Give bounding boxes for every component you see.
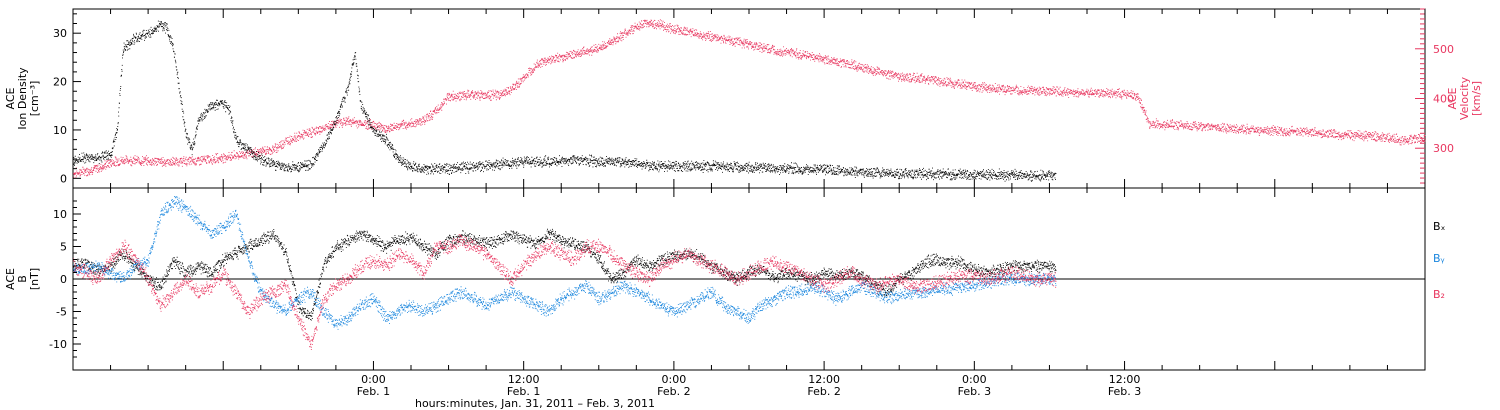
time-tick-date: Feb. 3	[1108, 385, 1141, 398]
bx-series	[73, 228, 1057, 321]
bottom-left-label-line: [nT]	[28, 268, 41, 290]
time-tick-label: 0:00	[361, 373, 386, 386]
time-tick-label: 12:00	[508, 373, 540, 386]
time-axis-label: hours:minutes, Jan. 31, 2011 – Feb. 3, 2…	[415, 397, 655, 410]
time-tick-label: 12:00	[808, 373, 840, 386]
legend-entry: Bₓ	[1433, 220, 1446, 233]
density-series-points	[73, 20, 1057, 182]
density-tick-label: 0	[60, 172, 67, 185]
top-left-label-line: ACE	[4, 87, 17, 109]
legend-entry: Bᵧ	[1433, 252, 1445, 265]
density-tick-label: 10	[53, 124, 67, 137]
time-tick-label: 0:00	[962, 373, 987, 386]
velocity-series	[73, 19, 1426, 178]
field-axis-label: ACEB[nT]	[4, 268, 41, 290]
density-axis-label: ACEIon Density[cm⁻³]	[4, 67, 41, 130]
bottom-panel-series	[73, 196, 1057, 350]
field-legend: Bₓ Bᵧ B₂	[1433, 220, 1446, 301]
bottom-left-label-line: B	[16, 275, 29, 283]
top-right-label-line: [km/s]	[1470, 81, 1483, 116]
top-panel-series	[73, 19, 1426, 182]
velocity-tick-label: 500	[1433, 43, 1454, 56]
bottom-left-label-line: ACE	[4, 268, 17, 290]
time-tick-date: Feb. 2	[657, 385, 690, 398]
bx-series-points	[73, 228, 1057, 321]
top-left-label-line: [cm⁻³]	[28, 81, 41, 117]
velocity-series-points	[73, 19, 1426, 178]
density-tick-label: 20	[53, 76, 67, 89]
time-tick-date: Feb. 3	[958, 385, 991, 398]
top-right-label-line: ACE	[1446, 87, 1459, 109]
velocity-tick-label: 300	[1433, 142, 1454, 155]
field-tick-label: 10	[53, 208, 67, 221]
density-axis-ticks: 0 10 20 30	[53, 13, 81, 185]
field-axis-ticks: -10 -5 0 5 10	[49, 200, 81, 358]
bz-series-points	[73, 234, 1057, 350]
field-tick-label: 0	[60, 273, 67, 286]
velocity-axis-ticks: 300 400 500	[1415, 8, 1454, 184]
top-right-label-line: Velocity	[1458, 76, 1471, 120]
time-tick-date: Feb. 2	[807, 385, 840, 398]
bottom-panel: -10 -5 0 5 10 ACEB[nT] Bₓ Bᵧ B₂	[4, 187, 1446, 371]
field-tick-label: -5	[56, 306, 67, 319]
legend-entry: B₂	[1433, 288, 1445, 301]
field-tick-label: -10	[49, 338, 67, 351]
density-series	[73, 20, 1057, 182]
time-tick-date: Feb. 1	[357, 385, 390, 398]
top-left-label-line: Ion Density	[16, 67, 29, 130]
velocity-axis-label: ACEVelocity[km/s]	[1446, 76, 1483, 120]
velocity-tick-label: 400	[1433, 93, 1454, 106]
density-tick-label: 30	[53, 27, 67, 40]
top-panel-frame	[72, 8, 1426, 189]
time-tick-date: Feb. 1	[507, 385, 540, 398]
bz-series	[73, 234, 1057, 350]
time-tick-label: 0:00	[662, 373, 687, 386]
time-tick-label: 12:00	[1109, 373, 1141, 386]
field-tick-label: 5	[60, 241, 67, 254]
